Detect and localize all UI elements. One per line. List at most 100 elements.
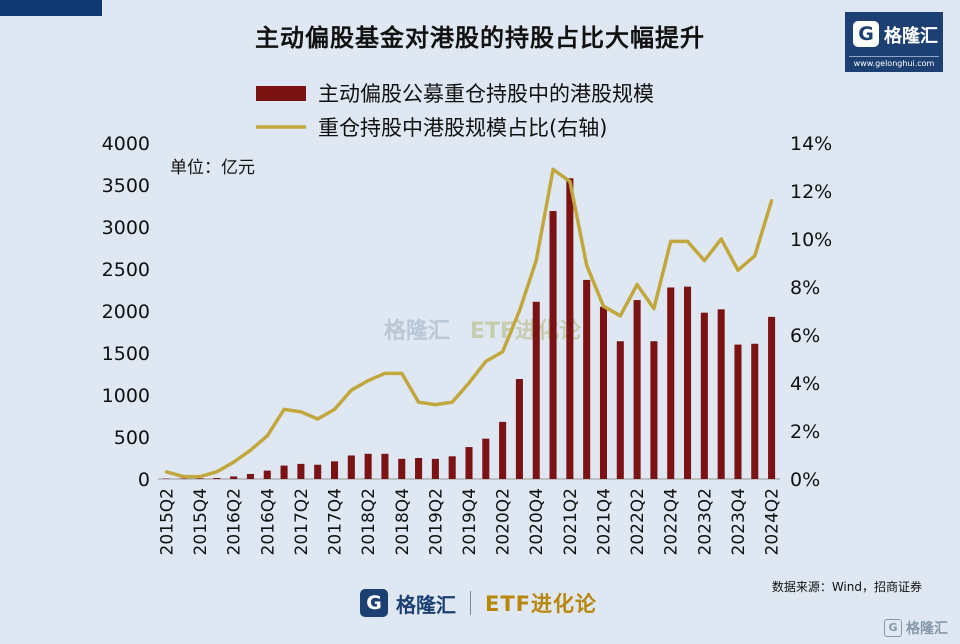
brand-logo-name: 格隆汇 [884, 26, 938, 47]
brand-logo: G 格隆汇 www.gelonghui.com [845, 12, 943, 72]
ratio-point [232, 460, 236, 464]
ratio-point [585, 263, 589, 267]
y-left-tick-label: 500 [114, 427, 150, 449]
bar [482, 438, 490, 479]
brand-logo-site: www.gelonghui.com [849, 56, 939, 68]
footer-logo-icon: G [360, 589, 388, 617]
legend-bar-swatch [256, 86, 306, 101]
ratio-point [299, 410, 303, 414]
ratio-point [400, 371, 404, 375]
bar [330, 461, 339, 479]
x-tick-label: 2021Q4 [594, 488, 614, 555]
corner-watermark: G 格隆汇 [884, 618, 948, 638]
x-tick-label: 2019Q4 [460, 488, 480, 555]
ratio-point [265, 434, 269, 438]
x-tick-label: 2018Q4 [393, 488, 413, 555]
plot-watermark-brand: 格隆汇 [384, 318, 450, 344]
x-tick-label: 2022Q4 [662, 488, 682, 555]
footer-brand-name: 格隆汇 [396, 592, 456, 617]
unit-label: 单位：亿元 [170, 158, 255, 178]
x-tick-label: 2017Q2 [292, 488, 312, 555]
ratio-point [215, 470, 219, 474]
bar [448, 456, 456, 479]
bar [415, 458, 423, 479]
brand-logo-icon: G [853, 21, 879, 47]
x-tick-label: 2020Q4 [527, 488, 547, 555]
y-right-tick-label: 6% [790, 325, 820, 347]
ratio-point [652, 307, 656, 311]
ratio-point [534, 259, 538, 263]
ratio-point [719, 237, 723, 241]
bar [246, 473, 254, 479]
bar [717, 309, 725, 479]
bar [263, 470, 271, 479]
corner-watermark-icon: G [884, 619, 902, 637]
ratio-point [669, 239, 673, 243]
ratio-point [736, 268, 740, 272]
ratio-point [501, 350, 505, 354]
data-source-note: 数据来源：Wind，招商证券 [771, 580, 922, 594]
bar [667, 287, 675, 479]
ratio-point [164, 470, 169, 474]
x-tick-label: 2015Q2 [157, 488, 177, 555]
legend-bar-label: 主动偏股公募重仓持股中的港股规模 [318, 82, 654, 106]
corner-watermark-text: 格隆汇 [906, 621, 948, 637]
bar [566, 178, 574, 479]
ratio-point [248, 448, 253, 452]
bar [398, 458, 406, 479]
bar [314, 464, 322, 479]
ratio-point [467, 381, 471, 385]
ratio-point [282, 407, 286, 411]
ratio-point [484, 359, 488, 363]
y-right-tick-label: 14% [790, 133, 832, 155]
x-tick-label: 2018Q2 [359, 488, 379, 555]
ratio-point [702, 259, 706, 263]
bar [532, 301, 540, 479]
bar [599, 306, 608, 479]
footer-brand: G 格隆汇 ETF进化论 [360, 588, 597, 618]
bar [381, 453, 389, 479]
bar [734, 344, 742, 479]
bar [700, 312, 708, 479]
y-right-tick-label: 12% [790, 181, 832, 203]
y-left-tick-label: 3000 [102, 217, 150, 239]
y-left-tick-label: 3500 [102, 175, 150, 197]
bar [347, 455, 355, 479]
x-tick-label: 2016Q4 [258, 488, 278, 555]
ratio-point [568, 179, 572, 183]
bar [583, 279, 591, 479]
ratio-point [433, 403, 437, 407]
x-tick-label: 2022Q2 [628, 488, 648, 555]
chart-title: 主动偏股基金对港股的持股占比大幅提升 [255, 24, 705, 52]
y-right-tick-label: 2% [790, 421, 820, 443]
x-tick-label: 2023Q2 [695, 488, 715, 555]
ratio-point [332, 407, 337, 411]
ratio-point [349, 388, 353, 392]
ratio-point [601, 304, 606, 308]
bar [633, 300, 641, 479]
y-left-tick-label: 1500 [102, 343, 150, 365]
bar [465, 447, 473, 479]
x-tick-label: 2016Q2 [225, 488, 245, 555]
bar [549, 211, 557, 480]
ratio-point [551, 167, 555, 171]
x-tick-label: 2023Q4 [729, 488, 749, 555]
y-right-tick-label: 8% [790, 277, 820, 299]
x-tick-label: 2020Q2 [494, 488, 514, 555]
x-tick-label: 2021Q2 [561, 488, 581, 555]
legend-line-label: 重仓持股中港股规模占比(右轴) [318, 116, 607, 140]
bar [768, 316, 776, 479]
y-left-tick-label: 2000 [102, 301, 150, 323]
ratio-point [635, 283, 639, 287]
y-right-tick-label: 10% [790, 229, 832, 251]
y-left-tick-label: 2500 [102, 259, 150, 281]
bar [499, 421, 507, 479]
bar [650, 341, 658, 479]
bar [297, 463, 305, 479]
ratio-point [450, 400, 454, 404]
x-tick-label: 2024Q2 [763, 488, 783, 555]
ratio-point [316, 417, 320, 421]
bar [515, 379, 523, 479]
